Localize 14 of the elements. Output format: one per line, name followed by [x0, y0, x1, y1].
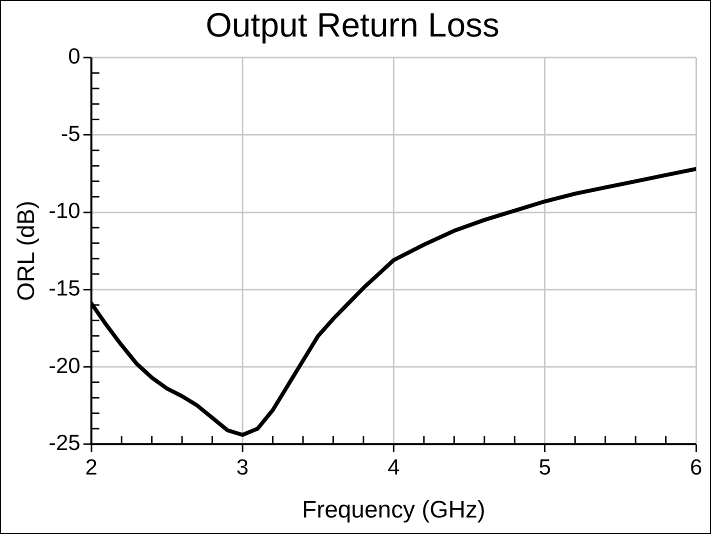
- y-tick-label: 0: [68, 44, 80, 69]
- x-tick-label: 2: [85, 454, 98, 480]
- y-tick-label: -15: [48, 276, 80, 301]
- y-tick-label: -20: [48, 352, 80, 378]
- y-tick-label: -5: [60, 120, 80, 146]
- chart-title: Output Return Loss: [206, 6, 500, 45]
- x-tick-label: 6: [690, 454, 702, 480]
- x-tick-label: 3: [236, 454, 249, 480]
- x-tick-label: 5: [538, 454, 551, 480]
- y-tick-label: -10: [48, 198, 80, 224]
- x-axis-title: Frequency (GHz): [302, 496, 486, 524]
- y-axis-title: ORL (dB): [12, 200, 40, 301]
- x-tick-label: 4: [388, 454, 400, 480]
- y-tick-label: -25: [48, 430, 80, 456]
